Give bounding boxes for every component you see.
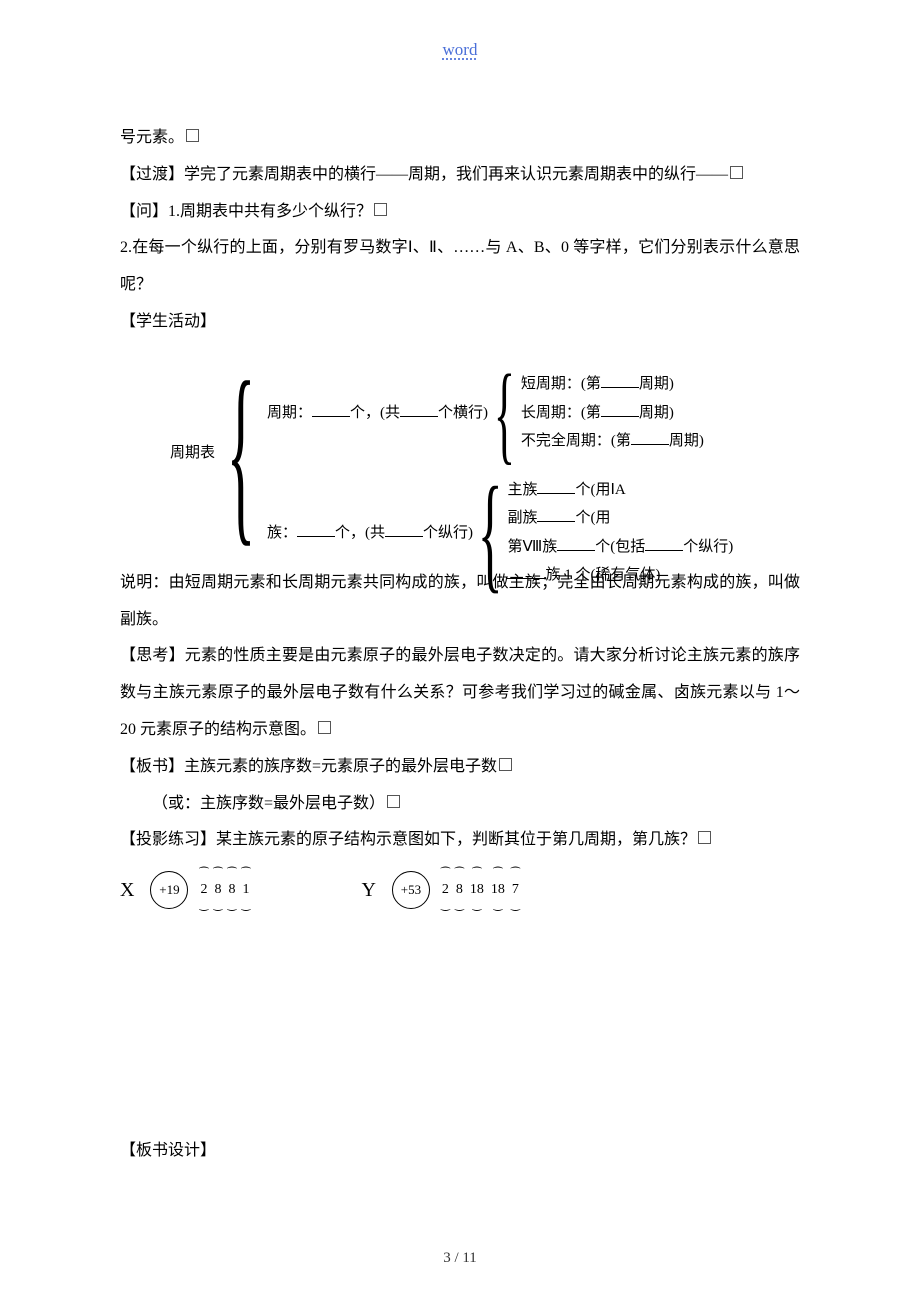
checkbox-icon <box>318 721 331 734</box>
paragraph: 号元素。 <box>120 120 800 157</box>
shell: ⁀2‿ <box>198 869 209 911</box>
text: 个横行) <box>438 405 488 421</box>
checkbox-icon <box>387 795 400 808</box>
shell: ⁀7‿ <box>510 869 521 911</box>
atom-diagrams: X +19 ⁀2‿ ⁀8‿ ⁀8‿ ⁀1‿ Y +53 ⁀2‿ ⁀8‿ ⁀18‿… <box>120 867 800 913</box>
paragraph: 【思考】元素的性质主要是由元素原子的最外层电子数决定的。请大家分析讨论主族元素的… <box>120 638 800 748</box>
text: 主族 <box>507 482 537 498</box>
text: 【投影练习】某主族元素的原子结构示意图如下，判断其位于第几周期，第几族？ <box>120 831 696 848</box>
periodic-table-diagram: 周期表 { 周期：个，(共个横行) { 短周期：(第周期) 长周期：(第周期) … <box>170 353 800 553</box>
text: 短周期：(第 <box>521 376 601 392</box>
text: 【板书】主族元素的族序数=元素原子的最外层电子数 <box>120 758 497 775</box>
text: 周期) <box>639 376 674 392</box>
shell: ⁀8‿ <box>226 869 237 911</box>
shell: ⁀8‿ <box>212 869 223 911</box>
page-footer: 3 / 11 <box>0 1250 920 1267</box>
electron-shells: ⁀2‿ ⁀8‿ ⁀18‿ ⁀18‿ ⁀7‿ <box>440 869 521 911</box>
text: 个，(共 <box>335 525 385 541</box>
checkbox-icon <box>698 831 711 844</box>
brace-icon: { <box>494 358 515 468</box>
paragraph: 【板书设计】 <box>120 1133 800 1170</box>
nucleus: +53 <box>392 871 430 909</box>
brace-icon: { <box>227 353 256 553</box>
shell: ⁀2‿ <box>440 869 451 911</box>
electron-shells: ⁀2‿ ⁀8‿ ⁀8‿ ⁀1‿ <box>198 869 251 911</box>
checkbox-icon <box>730 166 743 179</box>
paragraph: 说明：由短周期元素和长周期元素共同构成的族，叫做主族；完全由长周期元素构成的族，… <box>120 565 800 639</box>
atom-label: X <box>120 867 134 913</box>
text: 个纵行) <box>683 539 733 555</box>
text: 个，(共 <box>350 405 400 421</box>
text: 个纵行) <box>423 525 473 541</box>
paragraph: 2.在每一个纵行的上面，分别有罗马数字Ⅰ、Ⅱ、……与 A、B、0 等字样，它们分… <box>120 230 800 304</box>
text: 长周期：(第 <box>521 405 601 421</box>
text: （或：主族序数=最外层电子数） <box>152 795 385 812</box>
diagram-root-label: 周期表 <box>170 436 215 471</box>
shell: ⁀8‿ <box>454 869 465 911</box>
document-page: word 号元素。 【过渡】学完了元素周期表中的横行——周期，我们再来认识元素周… <box>0 0 920 1302</box>
shell: ⁀18‿ <box>468 869 486 911</box>
paragraph: 【学生活动】 <box>120 304 800 341</box>
text: 【思考】元素的性质主要是由元素原子的最外层电子数决定的。请大家分析讨论主族元素的… <box>120 647 800 738</box>
paragraph: 【过渡】学完了元素周期表中的横行——周期，我们再来认识元素周期表中的纵行—— <box>120 157 800 194</box>
text: 个(用ⅠA <box>575 482 625 498</box>
text: 副族 <box>507 510 537 526</box>
text: 周期： <box>267 405 312 421</box>
text: 【问】1.周期表中共有多少个纵行？ <box>120 203 372 220</box>
paragraph: 【问】1.周期表中共有多少个纵行？ <box>120 194 800 231</box>
atom-label: Y <box>361 867 375 913</box>
text: 族： <box>267 525 297 541</box>
shell: ⁀1‿ <box>240 869 251 911</box>
text: 个(包括 <box>595 539 645 555</box>
text: 第Ⅷ族 <box>507 539 557 555</box>
checkbox-icon <box>499 758 512 771</box>
body-content: 号元素。 【过渡】学完了元素周期表中的横行——周期，我们再来认识元素周期表中的纵… <box>120 120 800 1170</box>
paragraph: （或：主族序数=最外层电子数） <box>120 786 800 823</box>
nucleus: +19 <box>150 871 188 909</box>
brace-icon: { <box>478 468 503 598</box>
atom-y: Y +53 ⁀2‿ ⁀8‿ ⁀18‿ ⁀18‿ ⁀7‿ <box>361 867 520 913</box>
checkbox-icon <box>374 203 387 216</box>
atom-x: X +19 ⁀2‿ ⁀8‿ ⁀8‿ ⁀1‿ <box>120 867 251 913</box>
text: 周期) <box>639 405 674 421</box>
header-link[interactable]: word <box>120 40 800 60</box>
paragraph: 【投影练习】某主族元素的原子结构示意图如下，判断其位于第几周期，第几族？ <box>120 822 800 859</box>
paragraph: 【板书】主族元素的族序数=元素原子的最外层电子数 <box>120 749 800 786</box>
text: 不完全周期：(第 <box>521 433 631 449</box>
text: 周期) <box>669 433 704 449</box>
checkbox-icon <box>186 129 199 142</box>
text: 【过渡】学完了元素周期表中的横行——周期，我们再来认识元素周期表中的纵行—— <box>120 166 728 183</box>
text: 号元素。 <box>120 129 184 146</box>
shell: ⁀18‿ <box>489 869 507 911</box>
text: 个(用 <box>575 510 610 526</box>
